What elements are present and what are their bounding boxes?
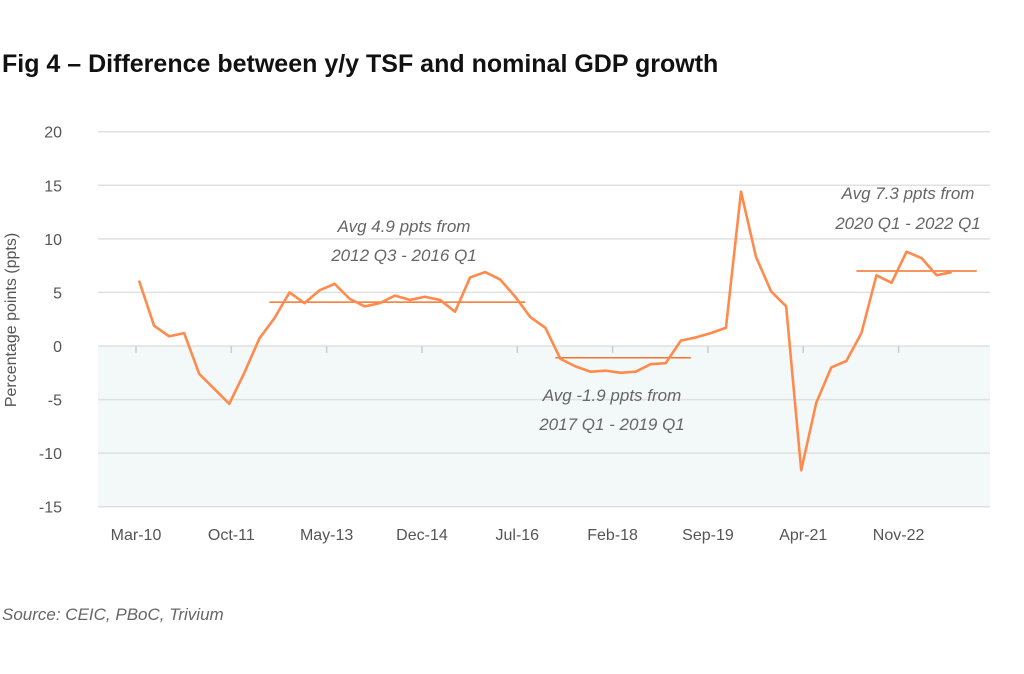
- y-tick-label: 10: [44, 232, 62, 249]
- x-tick-label: Feb-18: [587, 527, 638, 544]
- x-tick-label: Apr-21: [779, 527, 827, 544]
- x-tick-label: Oct-11: [208, 527, 255, 544]
- y-tick-label: 5: [53, 285, 62, 302]
- average-annotation: Avg 7.3 ppts from: [841, 184, 975, 203]
- average-annotation: Avg 4.9 ppts from: [337, 217, 471, 236]
- y-axis-label: Percentage points (ppts): [3, 233, 20, 407]
- average-annotation: 2012 Q3 - 2016 Q1: [330, 246, 477, 265]
- y-tick-label: 15: [44, 178, 62, 195]
- y-tick-label: 20: [44, 125, 62, 142]
- average-annotation: Avg -1.9 ppts from: [542, 386, 682, 405]
- x-tick-label: Dec-14: [396, 527, 448, 544]
- y-tick-label: -5: [48, 393, 62, 410]
- x-tick-label: May-13: [300, 527, 353, 544]
- y-tick-label: -10: [39, 446, 62, 463]
- average-annotation: 2020 Q1 - 2022 Q1: [834, 214, 981, 233]
- x-tick-label: Nov-22: [873, 527, 925, 544]
- y-tick-label: -15: [39, 500, 62, 517]
- x-tick-label: Mar-10: [111, 527, 162, 544]
- x-tick-label: Jul-16: [496, 527, 540, 544]
- chart-title: Fig 4 – Difference between y/y TSF and n…: [2, 50, 719, 78]
- average-annotation: 2017 Q1 - 2019 Q1: [538, 415, 685, 434]
- negative-region: [98, 346, 990, 507]
- x-tick-label: Sep-19: [682, 527, 734, 544]
- source-note: Source: CEIC, PBoC, Trivium: [2, 605, 224, 624]
- y-tick-label: 0: [53, 339, 62, 356]
